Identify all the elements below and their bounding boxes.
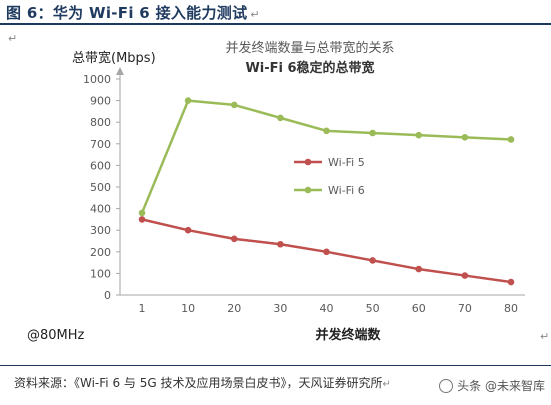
- data-point: [138, 216, 146, 223]
- data-point: [507, 136, 515, 143]
- chart-subtitle: Wi-Fi 6稳定的总带宽: [245, 60, 374, 76]
- y-tick-label: 400: [90, 203, 111, 216]
- series-line-2: [140, 99, 512, 214]
- x-tick-label: 50: [366, 302, 380, 315]
- y-tick-label: 1000: [83, 73, 111, 86]
- y-tick-label: 300: [90, 224, 111, 237]
- source-text: 资料来源：《Wi-Fi 6 与 5G 技术及应用场景白皮书》，天风证券研究所: [14, 376, 383, 390]
- watermark: 头条 @未来智库: [439, 377, 545, 394]
- data-point: [507, 278, 515, 286]
- y-tick-label: 100: [90, 267, 111, 280]
- y-axis-label: 总带宽(Mbps): [72, 50, 156, 66]
- x-tick-label: 60: [412, 302, 426, 315]
- bottom-divider: [0, 365, 551, 366]
- data-point: [369, 129, 376, 137]
- watermark-text: 头条 @未来智库: [457, 379, 545, 393]
- line-chart: 并发终端数量与总带宽的关系 Wi-Fi 6稳定的总带宽 总带宽(Mbps) 并发…: [27, 40, 525, 343]
- paragraph-mark-icon: ↵: [382, 379, 391, 390]
- y-tick-label: 800: [90, 116, 111, 129]
- paragraph-mark-icon: ↵: [540, 330, 550, 343]
- chart-area: 并发终端数量与总带宽的关系 Wi-Fi 6稳定的总带宽 总带宽(Mbps) 并发…: [0, 25, 551, 365]
- data-point: [138, 209, 146, 217]
- chart-title: 并发终端数量与总带宽的关系: [225, 40, 394, 56]
- data-point: [277, 114, 284, 122]
- data-point: [369, 257, 376, 264]
- paragraph-mark-icon: ↵: [8, 32, 18, 45]
- data-point: [184, 97, 192, 104]
- y-tick-label: 0: [104, 289, 111, 302]
- source-note: 资料来源：《Wi-Fi 6 与 5G 技术及应用场景白皮书》，天风证券研究所↵: [14, 374, 391, 391]
- data-point: [415, 131, 423, 139]
- y-tick-label: 200: [90, 246, 111, 259]
- x-tick-label: 40: [320, 302, 334, 315]
- chart-annotation: @80MHz: [27, 328, 85, 343]
- x-tick-label: 1: [139, 302, 146, 315]
- y-tick-label: 700: [90, 138, 111, 151]
- x-tick-label: 70: [458, 302, 472, 315]
- legend-swatch-marker: [304, 186, 312, 194]
- data-point: [184, 226, 192, 234]
- data-point: [230, 101, 238, 109]
- title-divider: [0, 23, 551, 25]
- x-tick-label: 80: [504, 302, 518, 315]
- y-axis-arrow-icon: [116, 67, 124, 75]
- figure-title-text: 图 6：华为 Wi-Fi 6 接入能力测试: [6, 4, 248, 22]
- legend-swatch-marker: [304, 158, 312, 166]
- data-point: [415, 265, 423, 273]
- data-point: [323, 248, 330, 256]
- x-axis-label: 并发终端数: [315, 327, 381, 343]
- x-tick-label: 30: [273, 302, 287, 315]
- watermark-logo-icon: [439, 378, 454, 393]
- legend-label: Wi-Fi 5: [328, 156, 365, 169]
- data-point: [461, 134, 469, 141]
- y-tick-label: 600: [90, 159, 111, 172]
- data-point: [323, 127, 330, 135]
- x-tick-label: 10: [181, 302, 195, 315]
- paragraph-mark-icon: ↵: [250, 8, 260, 21]
- figure-title: 图 6：华为 Wi-Fi 6 接入能力测试 ↵: [6, 2, 260, 23]
- y-tick-label: 500: [90, 181, 111, 194]
- data-point: [277, 240, 284, 248]
- legend-label: Wi-Fi 6: [328, 184, 365, 197]
- y-tick-label: 900: [90, 95, 111, 108]
- data-point: [461, 272, 469, 279]
- data-point: [230, 235, 238, 243]
- x-tick-label: 20: [227, 302, 241, 315]
